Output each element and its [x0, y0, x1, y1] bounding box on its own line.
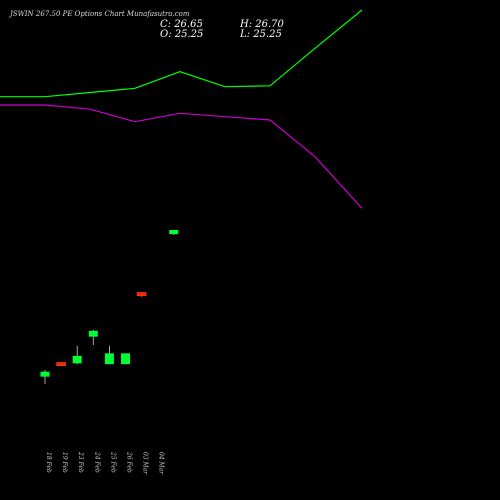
high-value: H: 26.70: [240, 19, 284, 30]
candle-up: [169, 230, 179, 235]
x-tick-label: 04 Mar: [158, 452, 165, 475]
x-tick-label: 03 Mar: [142, 452, 149, 475]
candle-down: [136, 292, 147, 297]
candle-up: [40, 371, 50, 377]
low-value: L: 25.25: [240, 29, 282, 40]
chart-title: JSWIN 267.50 PE Options Chart Munafasutr…: [10, 10, 190, 18]
x-tick-label: 23 Feb: [77, 451, 84, 473]
x-tick-label: 19 Feb: [61, 452, 68, 473]
lower-band-line: [0, 104, 363, 209]
candle-up: [104, 353, 114, 365]
x-tick-label: 26 Feb: [126, 451, 133, 473]
candle-up: [72, 355, 82, 364]
x-tick-label: 24 Feb: [93, 451, 100, 473]
x-tick-label: 25 Feb: [109, 451, 116, 473]
open-value: O: 25.25: [160, 29, 204, 40]
upper-band-line: [0, 9, 363, 98]
x-tick-label: 18 Feb: [45, 452, 52, 473]
candle-down: [56, 362, 66, 367]
close-value: C: 26.65: [160, 19, 203, 30]
candle-up: [88, 330, 98, 337]
candle-up: [121, 353, 130, 365]
